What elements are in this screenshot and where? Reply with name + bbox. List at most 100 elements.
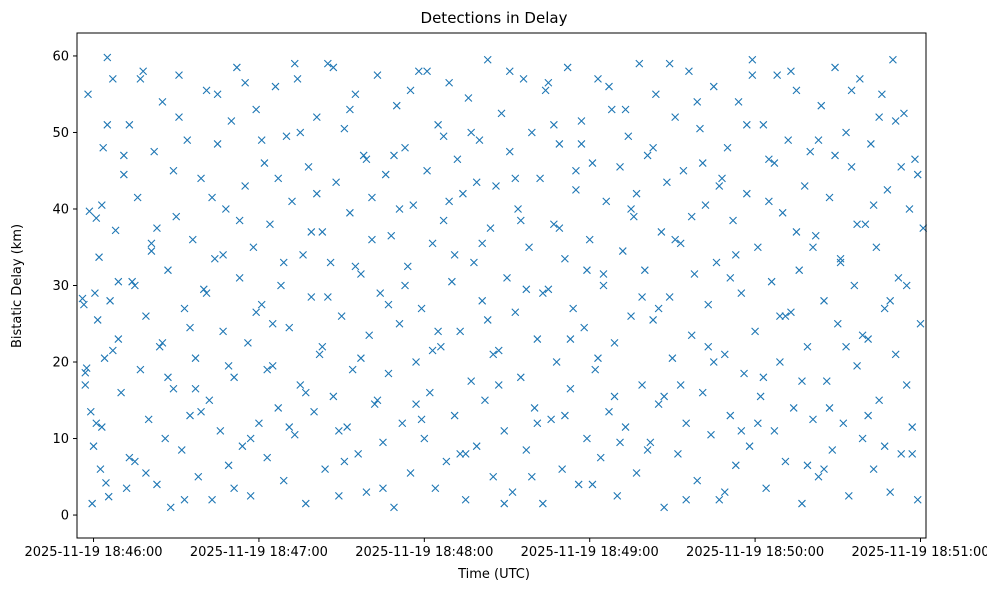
data-point-167 [511,308,520,317]
data-point-31 [136,365,145,374]
data-point-16 [100,354,109,363]
data-point-234 [696,124,704,133]
data-point-381 [814,136,823,145]
data-point-177 [538,499,547,508]
data-point-405 [235,216,244,225]
data-point-143 [445,78,454,87]
data-point-264 [778,208,787,217]
data-point-233 [693,476,702,485]
data-point-406 [246,434,255,443]
data-point-325 [197,407,205,416]
data-point-78 [266,220,274,229]
data-point-378 [781,312,790,320]
data-point-97 [318,228,327,236]
data-point-253 [748,55,757,64]
data-point-415 [346,105,354,114]
data-point-290 [850,281,859,290]
data-point-390 [913,170,922,179]
data-point-311 [908,423,917,431]
data-point-238 [707,430,715,439]
data-point-4 [84,90,92,99]
data-point-391 [81,381,90,389]
data-point-3 [82,364,91,373]
data-point-455 [787,67,795,76]
data-point-207 [621,423,630,431]
data-point-206 [618,247,627,255]
data-point-383 [836,258,845,267]
data-point-314 [916,319,925,328]
data-point-165 [505,147,514,156]
data-point-307 [897,449,906,458]
data-point-87 [290,430,299,439]
data-point-333 [285,423,294,431]
data-point-284 [833,319,842,328]
data-point-362 [605,82,613,91]
data-point-334 [296,128,305,137]
data-point-212 [635,59,644,68]
data-point-379 [792,228,801,236]
data-point-90 [299,251,307,259]
data-point-95 [312,113,321,122]
data-point-58 [210,254,219,263]
data-point-463 [875,113,884,122]
data-point-465 [897,163,906,171]
data-point-183 [555,140,564,148]
data-point-452 [753,419,762,428]
data-point-306 [894,273,903,282]
data-point-261 [770,426,779,435]
data-point-377 [770,159,779,167]
data-point-453 [764,197,773,206]
data-point-70 [244,338,252,347]
data-point-296 [866,140,875,148]
data-point-41 [164,266,172,275]
data-point-137 [428,239,437,248]
data-point-204 [613,492,622,500]
data-point-82 [277,281,285,290]
data-point-351 [483,316,492,324]
data-point-152 [470,258,478,267]
data-point-194 [585,235,594,244]
data-point-367 [660,392,669,401]
data-point-430 [511,174,520,183]
data-point-71 [246,492,255,500]
data-point-210 [629,212,638,221]
data-point-398 [158,338,167,347]
data-point-175 [533,335,542,343]
data-point-84 [282,132,291,141]
data-point-303 [886,488,895,496]
data-point-308 [900,109,908,118]
y-tick-label-2: 20 [52,356,69,371]
data-point-247 [731,461,740,470]
data-point-389 [902,281,911,290]
data-point-189 [572,185,580,194]
data-point-248 [734,97,743,106]
data-point-439 [610,392,619,401]
data-point-416 [357,354,365,363]
data-point-187 [566,384,575,393]
data-point-348 [450,251,459,259]
data-point-429 [500,499,509,508]
data-point-256 [756,392,765,401]
data-point-337 [329,63,338,72]
data-point-96 [315,350,324,359]
data-point-412 [312,189,321,198]
data-point-158 [486,224,495,233]
y-axis-label: Bistatic Delay (km) [10,224,25,348]
data-point-29 [130,457,139,466]
data-point-382 [825,404,834,412]
data-point-65 [230,373,239,382]
data-point-205 [616,163,624,171]
data-point-293 [858,434,867,443]
data-point-34 [144,415,153,424]
data-point-174 [530,404,539,412]
data-point-384 [847,86,856,95]
data-point-400 [180,495,189,504]
data-point-230 [685,67,693,76]
data-point-350 [472,178,481,187]
data-point-221 [660,503,669,512]
data-point-338 [340,457,349,466]
data-point-46 [177,446,186,454]
data-point-428 [489,350,498,359]
data-point-118 [376,289,385,298]
data-point-185 [561,254,569,263]
